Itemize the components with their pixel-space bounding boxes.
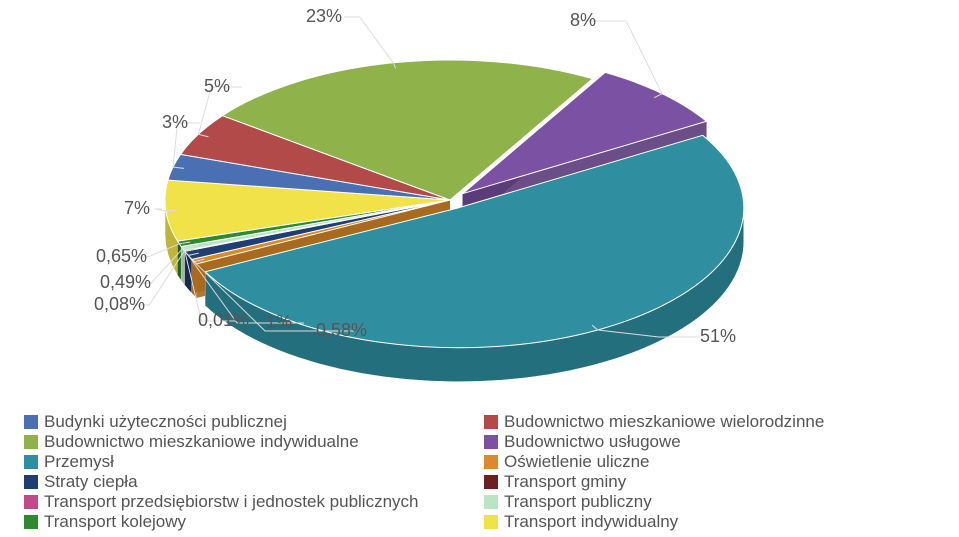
pct-label: 0,08% xyxy=(94,294,145,315)
legend-swatch xyxy=(484,435,498,449)
legend-swatch xyxy=(24,455,38,469)
pct-label: 8% xyxy=(570,10,596,31)
pie-chart: 8% 51% 0,58% 1% 0,01% 0,08%0,49% 0,65% 7% 3% 5% 23… xyxy=(0,0,959,400)
legend-item: Budownictwo mieszkaniowe wielorodzinne xyxy=(484,412,934,432)
legend-label: Transport kolejowy xyxy=(44,512,186,532)
pct-label: 7% xyxy=(124,198,150,219)
pct-label: 23% xyxy=(306,6,342,27)
legend-label: Budownictwo mieszkaniowe indywidualne xyxy=(44,432,359,452)
legend-item: Transport przedsiębiorstw i jednostek pu… xyxy=(24,492,484,512)
pct-label: 0,65% xyxy=(96,246,147,267)
legend-swatch xyxy=(484,515,498,529)
legend-swatch xyxy=(484,495,498,509)
legend-label: Oświetlenie uliczne xyxy=(504,452,650,472)
legend-label: Przemysł xyxy=(44,452,114,472)
legend-swatch xyxy=(484,415,498,429)
pct-label: 3% xyxy=(162,112,188,133)
legend-label: Transport publiczny xyxy=(504,492,652,512)
legend-item: Transport kolejowy xyxy=(24,512,484,532)
legend-label: Transport gminy xyxy=(504,472,626,492)
legend-item: Budynki użyteczności publicznej xyxy=(24,412,484,432)
legend-swatch xyxy=(24,415,38,429)
legend-item: Transport gminy xyxy=(484,472,934,492)
legend-item: Oświetlenie uliczne xyxy=(484,452,934,472)
legend-label: Budownictwo usługowe xyxy=(504,432,681,452)
pct-label: 1% xyxy=(266,312,292,333)
legend-item: Straty ciepła xyxy=(24,472,484,492)
legend-label: Budownictwo mieszkaniowe wielorodzinne xyxy=(504,412,824,432)
legend-item: Transport publiczny xyxy=(484,492,934,512)
legend-item: Budownictwo usługowe xyxy=(484,432,934,452)
legend-item: Przemysł xyxy=(24,452,484,472)
legend-label: Straty ciepła xyxy=(44,472,138,492)
legend-item: Transport indywidualny xyxy=(484,512,934,532)
legend-swatch xyxy=(24,435,38,449)
pct-label: 5% xyxy=(204,76,230,97)
legend-swatch xyxy=(484,475,498,489)
legend-swatch xyxy=(484,455,498,469)
pct-label: 0,49% xyxy=(100,272,151,293)
legend: Budynki użyteczności publicznejBudownict… xyxy=(24,412,939,532)
pct-label: 51% xyxy=(700,326,736,347)
legend-label: Budynki użyteczności publicznej xyxy=(44,412,287,432)
legend-swatch xyxy=(24,475,38,489)
legend-item: Budownictwo mieszkaniowe indywidualne xyxy=(24,432,484,452)
legend-label: Transport przedsiębiorstw i jednostek pu… xyxy=(44,492,419,512)
pct-label: 0,58% xyxy=(316,320,367,341)
legend-label: Transport indywidualny xyxy=(504,512,678,532)
pct-label: 0,01% xyxy=(198,310,249,331)
legend-swatch xyxy=(24,495,38,509)
legend-swatch xyxy=(24,515,38,529)
